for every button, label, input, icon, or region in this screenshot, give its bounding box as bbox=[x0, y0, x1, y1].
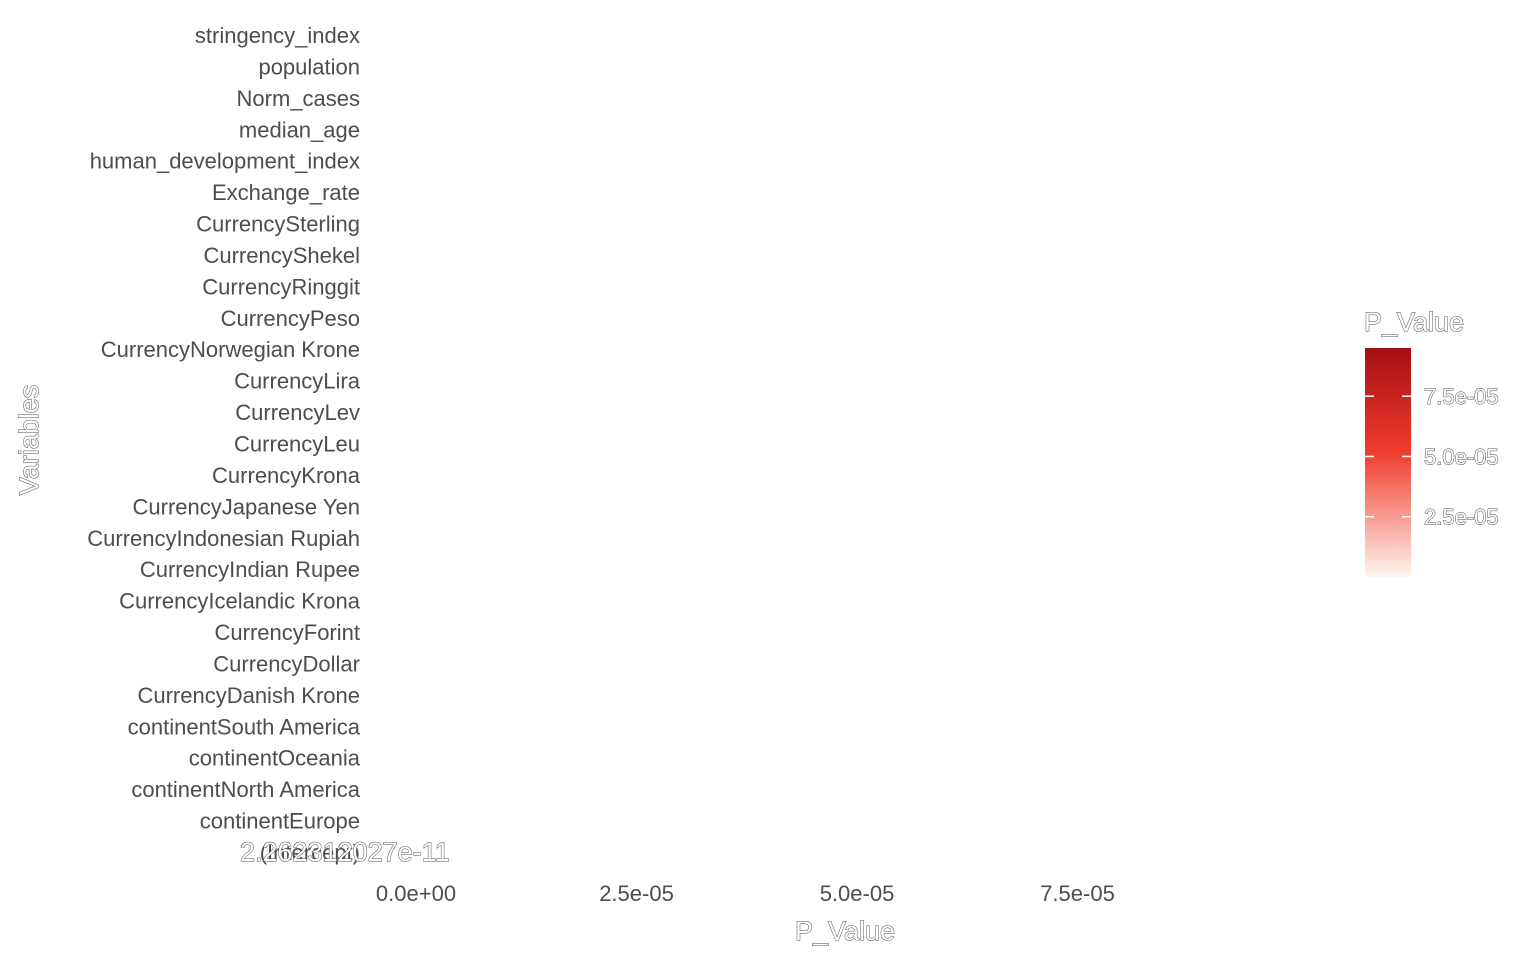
y-tick-label: CurrencyJapanese Yen bbox=[133, 494, 361, 519]
y-tick-label: CurrencyKrona bbox=[212, 463, 361, 488]
y-tick-label: CurrencyLev bbox=[235, 400, 360, 425]
y-axis-title: Variables bbox=[14, 385, 44, 496]
y-tick-label: continentEurope bbox=[200, 809, 360, 834]
y-tick-label: CurrencySterling bbox=[196, 212, 360, 237]
legend-tick-label: 2.5e-05 bbox=[1424, 505, 1499, 530]
y-tick-label: continentOceania bbox=[189, 746, 361, 771]
x-tick-label: 5.0e-05 bbox=[820, 881, 895, 906]
y-tick-label: CurrencyLira bbox=[234, 369, 361, 394]
y-tick-label: human_development_index bbox=[90, 149, 360, 174]
bar bbox=[416, 837, 417, 867]
color-legend: P_Value 2.5e-05 5.0e-05 7.5e-05 bbox=[1364, 307, 1499, 577]
y-tick-label: CurrencyIndonesian Rupiah bbox=[87, 526, 360, 551]
y-tick-label: continentNorth America bbox=[131, 777, 360, 802]
y-tick-label: CurrencyRinggit bbox=[202, 274, 360, 299]
bars: 2.262312027e-11 bbox=[240, 837, 451, 868]
y-tick-label: CurrencyIndian Rupee bbox=[140, 557, 360, 582]
y-tick-label: continentSouth America bbox=[128, 714, 361, 739]
y-tick-label: population bbox=[258, 54, 360, 79]
x-tick-label: 7.5e-05 bbox=[1040, 881, 1115, 906]
y-tick-label: CurrencyDanish Krone bbox=[137, 683, 360, 708]
y-tick-label: CurrencyDollar bbox=[213, 651, 360, 676]
data-label: 2.262312027e-11 bbox=[240, 837, 450, 867]
y-tick-label: CurrencyIcelandic Krona bbox=[119, 589, 361, 614]
legend-ticks: 2.5e-05 5.0e-05 7.5e-05 bbox=[1365, 384, 1499, 530]
legend-colorbar bbox=[1365, 348, 1411, 577]
y-tick-label: CurrencyPeso bbox=[221, 306, 360, 331]
y-tick-label: CurrencyLeu bbox=[234, 432, 360, 457]
y-tick-label: CurrencyNorwegian Krone bbox=[101, 337, 360, 362]
y-tick-label: median_age bbox=[239, 117, 360, 142]
y-tick-label: CurrencyForint bbox=[215, 620, 360, 645]
y-axis-tick-labels: (Intercept) continentEurope continentNorth… bbox=[87, 23, 360, 865]
y-tick-label: (Intercept) bbox=[260, 840, 360, 865]
legend-title: P_Value bbox=[1364, 307, 1464, 337]
legend-tick-label: 7.5e-05 bbox=[1424, 384, 1499, 409]
y-tick-label: Norm_cases bbox=[237, 86, 360, 111]
x-axis-tick-labels: 0.0e+00 2.5e-05 5.0e-05 7.5e-05 bbox=[376, 881, 1115, 906]
x-axis-title: P_Value bbox=[795, 916, 895, 946]
y-tick-label: stringency_index bbox=[195, 23, 360, 48]
y-tick-label: CurrencyShekel bbox=[203, 243, 360, 268]
x-tick-label: 0.0e+00 bbox=[376, 881, 456, 906]
y-tick-label: Exchange_rate bbox=[212, 180, 360, 205]
legend-tick-label: 5.0e-05 bbox=[1424, 444, 1499, 469]
x-tick-label: 2.5e-05 bbox=[599, 881, 674, 906]
